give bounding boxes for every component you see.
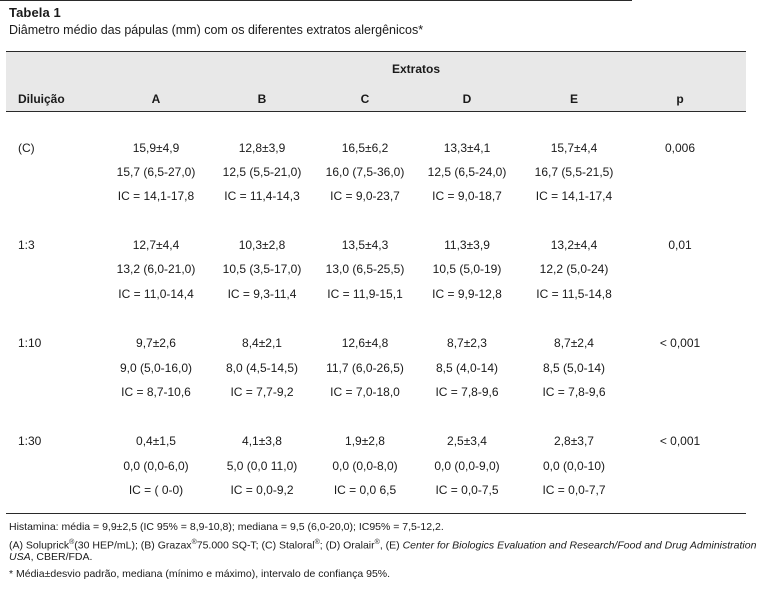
dilution-label: (C) <box>18 141 35 155</box>
cell-c-ci: IC = 11,9-15,1 <box>327 287 403 301</box>
cell-b-median: 8,0 (4,5-14,5) <box>225 361 299 375</box>
registered-mark: ® <box>314 539 320 546</box>
cell-a-mean: 0,4±1,5 <box>136 434 176 448</box>
header-diluicao: Diluição <box>18 92 65 106</box>
registered-mark: ® <box>191 539 197 546</box>
cell-e-ci: IC = 14,1-17,4 <box>535 189 613 203</box>
cell-c-median: 11,7 (6,0-26,5) <box>326 361 404 375</box>
cell-e-ci: IC = 7,8-9,6 <box>542 385 606 399</box>
extratos-rule <box>0 0 632 1</box>
header-col-e: E <box>569 92 579 106</box>
cell-b-mean: 8,4±2,1 <box>242 336 282 350</box>
registered-mark: ® <box>374 539 380 546</box>
cell-c-mean: 13,5±4,3 <box>341 238 389 252</box>
cell-a-median: 0,0 (0,0-6,0) <box>123 459 189 473</box>
dilution-label: 1:10 <box>18 336 42 350</box>
header-bottom-rule <box>6 111 746 112</box>
cell-c-median: 0,0 (0,0-8,0) <box>332 459 398 473</box>
cell-b-ci: IC = 7,7-9,2 <box>230 385 294 399</box>
cell-a-mean: 9,7±2,6 <box>136 336 176 350</box>
p-value: < 0,001 <box>659 336 701 350</box>
cell-d-median: 10,5 (5,0-19) <box>432 262 502 276</box>
cell-e-ci: IC = 0,0-7,7 <box>542 483 606 497</box>
cell-d-ci: IC = 9,9-12,8 <box>432 287 502 301</box>
cell-c-mean: 16,5±6,2 <box>341 141 389 155</box>
cell-d-mean: 11,3±3,9 <box>444 238 490 252</box>
footer-rule <box>6 513 746 514</box>
cell-b-mean: 10,3±2,8 <box>238 238 286 252</box>
cell-c-ci: IC = 9,0-23,7 <box>330 189 400 203</box>
top-rule <box>6 51 746 52</box>
header-band <box>6 51 746 111</box>
cell-e-median: 8,5 (5,0-14) <box>542 361 606 375</box>
dilution-label: 1:30 <box>18 434 42 448</box>
cell-d-mean: 8,7±2,3 <box>447 336 487 350</box>
cell-b-mean: 4,1±3,8 <box>242 434 282 448</box>
cell-d-median: 0,0 (0,0-9,0) <box>434 459 500 473</box>
footnote-extract-a: (A) Soluprick <box>9 539 70 552</box>
cell-d-ci: IC = 9,0-18,7 <box>432 189 502 203</box>
cell-c-ci: IC = 0,0 6,5 <box>333 483 397 497</box>
cell-c-mean: 1,9±2,8 <box>345 434 385 448</box>
cell-e-mean: 13,2±4,4 <box>550 238 598 252</box>
table-title: Tabela 1 <box>9 5 61 20</box>
footnote-extract-c: 75.000 SQ-T; (C) Staloral <box>196 539 315 552</box>
dilution-label: 1:3 <box>18 238 35 252</box>
footnote-usa: USA <box>9 551 31 563</box>
cell-e-median: 16,7 (5,5-21,5) <box>534 165 614 179</box>
header-extratos: Extratos <box>391 62 441 76</box>
cell-b-ci: IC = 11,4-14,3 <box>224 189 300 203</box>
cell-b-median: 5,0 (0,0 11,0) <box>226 459 298 473</box>
cell-b-median: 10,5 (3,5-17,0) <box>222 262 302 276</box>
p-value: < 0,001 <box>659 434 701 448</box>
cell-d-ci: IC = 7,8-9,6 <box>435 385 499 399</box>
footnote-extracts-line2: USA, CBER/FDA. <box>9 550 92 564</box>
footnote-extract-b: (30 HEP/mL); (B) Grazax <box>74 539 192 552</box>
header-col-a: A <box>151 92 161 106</box>
cell-a-ci: IC = ( 0-0) <box>128 483 184 497</box>
cell-e-mean: 2,8±3,7 <box>554 434 594 448</box>
header-col-d: D <box>462 92 472 106</box>
cell-b-ci: IC = 0,0-9,2 <box>230 483 294 497</box>
cell-a-mean: 12,7±4,4 <box>132 238 180 252</box>
cell-e-mean: 8,7±2,4 <box>554 336 594 350</box>
registered-mark: ® <box>69 539 75 546</box>
cell-e-median: 0,0 (0,0-10) <box>542 459 606 473</box>
footnote-extract-e-name: Center for Biologics Evaluation and Rese… <box>402 539 757 552</box>
cell-d-median: 8,5 (4,0-14) <box>435 361 499 375</box>
cell-a-mean: 15,9±4,9 <box>132 141 180 155</box>
cell-c-median: 16,0 (7,5-36,0) <box>325 165 405 179</box>
cell-c-mean: 12,6±4,8 <box>341 336 389 350</box>
cell-c-median: 13,0 (6,5-25,5) <box>325 262 405 276</box>
cell-b-mean: 12,8±3,9 <box>238 141 286 155</box>
cell-d-median: 12,5 (6,5-24,0) <box>427 165 507 179</box>
footnote-extracts: (A) Soluprick®(30 HEP/mL); (B) Grazax®75… <box>9 536 756 553</box>
cell-e-median: 12,2 (5,0-24) <box>539 262 609 276</box>
p-value: 0,01 <box>668 238 692 252</box>
cell-b-median: 12,5 (5,5-21,0) <box>222 165 302 179</box>
footnote-legend: * Média±desvio padrão, mediana (mínimo e… <box>9 568 391 580</box>
cell-d-mean: 13,3±4,1 <box>443 141 491 155</box>
cell-a-median: 13,2 (6,0-21,0) <box>116 262 196 276</box>
cell-d-mean: 2,5±3,4 <box>447 434 487 448</box>
footnote-extract-d: ; (D) Oralair <box>319 539 375 552</box>
cell-a-ci: IC = 11,0-14,4 <box>118 287 194 301</box>
cell-e-ci: IC = 11,5-14,8 <box>536 287 612 301</box>
cell-b-ci: IC = 9,3-11,4 <box>227 287 297 301</box>
header-col-b: B <box>257 92 267 106</box>
footnote-extract-e: , (E) <box>379 539 403 552</box>
cell-e-mean: 15,7±4,4 <box>550 141 598 155</box>
cell-a-ci: IC = 8,7-10,6 <box>121 385 191 399</box>
footnote-cber: , CBER/FDA. <box>30 551 93 563</box>
cell-a-median: 9,0 (5,0-16,0) <box>119 361 193 375</box>
cell-c-ci: IC = 7,0-18,0 <box>330 385 400 399</box>
footnote-histamina: Histamina: média = 9,9±2,5 (IC 95% = 8,9… <box>9 521 444 533</box>
p-value: 0,006 <box>664 141 696 155</box>
table-subtitle: Diâmetro médio das pápulas (mm) com os d… <box>9 23 424 37</box>
cell-a-ci: IC = 14,1-17,8 <box>117 189 195 203</box>
header-col-c: C <box>360 92 370 106</box>
cell-d-ci: IC = 0,0-7,5 <box>435 483 499 497</box>
cell-a-median: 15,7 (6,5-27,0) <box>116 165 196 179</box>
header-col-p: p <box>676 92 684 106</box>
